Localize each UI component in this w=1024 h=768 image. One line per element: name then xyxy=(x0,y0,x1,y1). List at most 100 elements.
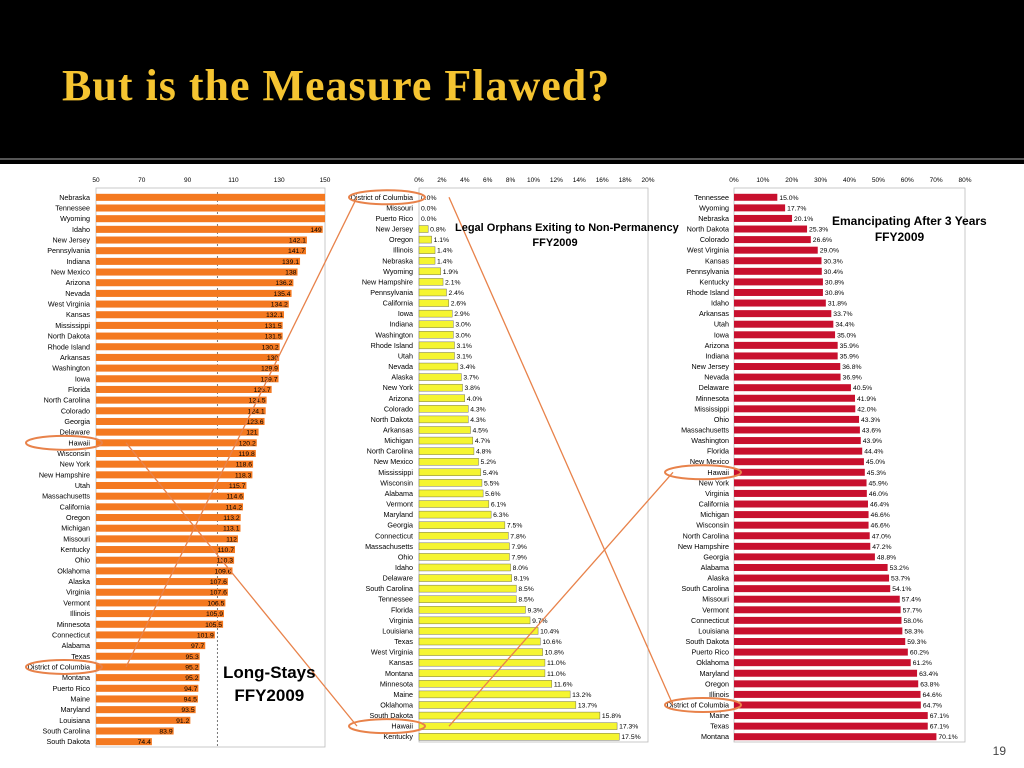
chart2-data-label: 5.6% xyxy=(485,491,501,498)
chart3-bar xyxy=(734,701,921,709)
chart1-bar xyxy=(96,321,283,329)
chart1-bar xyxy=(96,289,292,297)
chart3-data-label: 29.0% xyxy=(820,248,839,255)
chart3-bar xyxy=(734,225,808,233)
chart1-category-label: Illinois xyxy=(70,609,90,618)
chart1-category-label: Alaska xyxy=(68,577,90,586)
chart1-category-label: Arkansas xyxy=(60,353,90,362)
chart2-bar xyxy=(418,553,510,561)
chart3-category-label: District of Columbia xyxy=(667,700,729,709)
chart3-category-label: Texas xyxy=(710,722,729,731)
chart1-category-label: North Dakota xyxy=(48,332,90,341)
chart3-category-label: Ohio xyxy=(714,415,729,424)
chart1-data-label: 134.2 xyxy=(271,302,288,309)
chart3-category-label: Kentucky xyxy=(699,277,729,286)
chart2-category-label: Pennsylvania xyxy=(370,288,413,297)
chart2-category-label: California xyxy=(383,299,413,308)
chart3-category-label: West Virginia xyxy=(687,246,729,255)
chart3-bar xyxy=(734,680,919,688)
chart2-category-label: Michigan xyxy=(384,436,413,445)
chart2-bar xyxy=(418,722,618,730)
chart1-bar xyxy=(96,471,253,479)
chart1-bar xyxy=(96,332,283,340)
chart2-category-label: Montana xyxy=(385,669,413,678)
chart1-category-label: Maryland xyxy=(60,705,90,714)
chart2-category-label: Iowa xyxy=(398,309,413,318)
chart2-data-label: 2.9% xyxy=(454,311,470,318)
chart3-bar xyxy=(734,585,891,593)
chart1-data-label: 74.4 xyxy=(138,739,151,746)
chart2-category-label: Louisiana xyxy=(382,626,413,635)
chart2-category-label: Maryland xyxy=(383,510,413,519)
chart2-data-label: 7.9% xyxy=(511,554,526,561)
chart1-data-label: 131.5 xyxy=(265,334,282,341)
chart1-bar xyxy=(96,652,200,660)
chart3-data-label: 17.7% xyxy=(787,205,806,212)
chart1-bar xyxy=(96,193,325,201)
chart1-bar xyxy=(96,642,206,650)
chart1-data-label: 131.5 xyxy=(265,323,282,330)
chart1-data-label: 114.2 xyxy=(226,504,243,511)
chart3-data-label: 34.4% xyxy=(835,322,854,329)
chart3-category-label: Minnesota xyxy=(696,394,729,403)
chart2-bar xyxy=(418,447,475,455)
chart1-data-label: 95.2 xyxy=(185,675,198,682)
chart2-data-label: 4.0% xyxy=(467,396,483,403)
chart1-bar xyxy=(96,738,152,746)
chart1-category-label: Massachusetts xyxy=(42,492,90,501)
chart1-data-label: 106.5 xyxy=(207,600,224,607)
chart1-category-label: Tennessee xyxy=(55,204,90,213)
chart1-bar xyxy=(96,311,285,319)
chart2-data-label: 10.4% xyxy=(540,628,559,635)
highlight-ellipse xyxy=(664,696,742,713)
chart1-bar xyxy=(96,225,323,233)
chart2-data-label: 5.5% xyxy=(484,480,500,487)
chart1-data-label: 113.1 xyxy=(223,526,240,533)
chart1-category-label: Kansas xyxy=(66,310,90,319)
chart3-data-label: 43.9% xyxy=(863,438,882,445)
chart3-title: Emancipating After 3 Years FFY2009 xyxy=(832,213,987,245)
chart1-data-label: 114.6 xyxy=(226,494,243,501)
chart2-bar xyxy=(418,257,436,265)
chart3-bar xyxy=(734,521,869,529)
chart3-bar xyxy=(734,204,786,212)
chart2-category-label: District of Columbia xyxy=(351,193,413,202)
chart2-bar xyxy=(418,246,436,254)
chart1-data-label: 130.2 xyxy=(262,344,279,351)
chart1-bar xyxy=(96,257,301,265)
chart2-title-line1: Legal Orphans Exiting to Non-Permanency xyxy=(455,222,679,234)
chart1-bar xyxy=(96,684,199,692)
chart1-category-label: Arizona xyxy=(66,278,90,287)
chart3-category-label: Pennsylvania xyxy=(686,267,729,276)
chart2-bar xyxy=(418,320,454,328)
chart1-data-label: 129.9 xyxy=(261,366,278,373)
chart2-category-label: Florida xyxy=(391,605,413,614)
chart1-bar xyxy=(96,524,241,532)
chart3-category-label: Idaho xyxy=(711,299,729,308)
chart3-category-label: North Carolina xyxy=(683,531,729,540)
chart1-data-label: 149 xyxy=(310,227,322,234)
chart2-bar xyxy=(418,288,447,297)
chart3-category-label: New Hampshire xyxy=(678,542,729,551)
chart3-bar xyxy=(734,405,856,413)
chart2-bar xyxy=(418,468,482,476)
chart1-data-label: 130 xyxy=(267,355,279,362)
chart1-bar xyxy=(96,727,174,735)
chart1-x-tick: 110 xyxy=(228,177,239,184)
chart1-data-label: 83.9 xyxy=(159,728,172,735)
chart1-category-label: Florida xyxy=(68,385,90,394)
chart3-bar xyxy=(734,320,834,328)
chart2-category-label: Virginia xyxy=(389,616,413,625)
chart2-data-label: 8.5% xyxy=(518,597,534,604)
chart3-bar xyxy=(734,627,903,635)
chart2-category-label: Nevada xyxy=(388,362,413,371)
chart1-bar xyxy=(96,204,325,212)
chart3-data-label: 31.8% xyxy=(828,301,847,308)
chart3-data-label: 58.3% xyxy=(904,628,923,635)
chart2-bar xyxy=(418,394,465,402)
chart3-bar xyxy=(734,616,902,624)
chart1-category-label: West Virginia xyxy=(48,300,90,309)
chart2-data-label: 1.4% xyxy=(437,258,453,265)
chart3-data-label: 70.1% xyxy=(938,734,957,741)
chart1-data-label: 135.4 xyxy=(274,291,291,298)
